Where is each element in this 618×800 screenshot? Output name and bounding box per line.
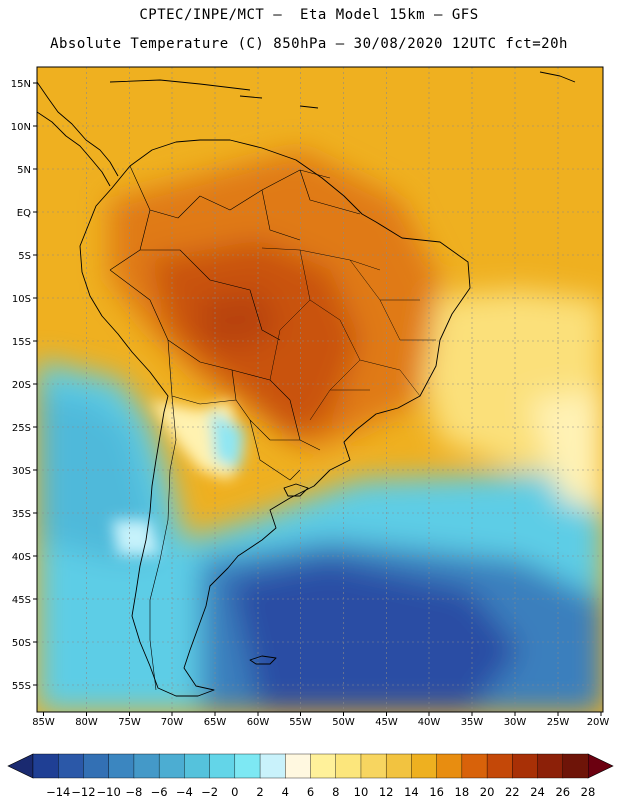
colorbar-label: 22 [505, 785, 520, 799]
colorbar-label: −2 [201, 785, 218, 799]
central-america-coastline [37, 81, 119, 187]
colorbar-label: −6 [151, 785, 168, 799]
colorbar-label: 12 [379, 785, 394, 799]
lon-label: 45W [375, 717, 398, 728]
colorbar-swatch [108, 753, 135, 779]
colorbar-label: 8 [332, 785, 339, 799]
chart-title-line-2: Absolute Temperature (C) 850hPa – 30/08/… [50, 36, 568, 52]
colorbar-label: 24 [530, 785, 545, 799]
coastlines-and-borders [37, 71, 576, 697]
lagoa-dos-patos [283, 483, 309, 497]
colorbar-label: 16 [429, 785, 444, 799]
colorbar-label: 26 [555, 785, 570, 799]
lon-label: 70W [161, 717, 184, 728]
lon-label: 40W [418, 717, 441, 728]
lat-tick-marks [33, 82, 37, 686]
colorbar-swatch [411, 753, 438, 779]
colorbar-label: 14 [404, 785, 419, 799]
colorbar-label: 0 [231, 785, 238, 799]
lon-label: 80W [75, 717, 98, 728]
lat-label: 10N [11, 122, 31, 133]
colorbar-swatch [436, 753, 463, 779]
lat-label: 50S [12, 638, 31, 649]
lon-label: 85W [32, 717, 55, 728]
lon-labels: 85W 80W 75W 70W 65W 60W 55W 50W 45W 40W … [32, 717, 609, 728]
lat-label: 15N [11, 79, 31, 90]
colorbar-swatch [32, 753, 59, 779]
lon-label: 35W [461, 717, 484, 728]
colorbar-swatch [234, 753, 261, 779]
lat-label: 5N [17, 165, 31, 176]
lon-label: 60W [247, 717, 270, 728]
lon-label: 50W [332, 717, 355, 728]
lon-label: 30W [504, 717, 527, 728]
colorbar-swatch [209, 753, 236, 779]
lon-label: 20W [587, 717, 610, 728]
colorbar-swatch [461, 753, 488, 779]
lat-label: 40S [12, 552, 31, 563]
colorbar-label: 10 [354, 785, 369, 799]
lat-label: EQ [17, 208, 31, 219]
lat-label: 45S [12, 595, 31, 606]
colorbar-label: 6 [307, 785, 314, 799]
colorbar-swatch [285, 753, 311, 779]
lat-label: 20S [12, 380, 31, 391]
lat-label: 5S [18, 251, 31, 262]
caribbean-islands [109, 71, 576, 109]
colorbar-swatch [335, 753, 362, 779]
brazil-state-borders [261, 247, 436, 421]
colorbar-swatch [259, 753, 286, 779]
falkland-islands [249, 655, 277, 665]
colorbar-swatch [83, 753, 110, 779]
lon-label: 75W [118, 717, 141, 728]
lat-label: 15S [12, 337, 31, 348]
colorbar-swatch [133, 753, 160, 779]
lat-label: 55S [12, 681, 31, 692]
colorbar-swatch [486, 753, 513, 779]
lat-label: 10S [12, 294, 31, 305]
south-america-coastline [79, 139, 471, 697]
colorbar-label: −4 [176, 785, 193, 799]
colorbar-swatch [360, 753, 387, 779]
colorbar-label: 28 [581, 785, 596, 799]
colorbar-swatch [512, 753, 539, 779]
chart-title-line-1: CPTEC/INPE/MCT – Eta Model 15km – GFS [139, 7, 479, 23]
colorbar-swatch [158, 753, 185, 779]
colorbar-swatch [385, 753, 412, 779]
colorbar-high-arrow [587, 753, 614, 779]
colorbar-label: −12 [71, 785, 95, 799]
lat-label: 30S [12, 466, 31, 477]
colorbar-label: −8 [125, 785, 142, 799]
map-frame [36, 66, 604, 713]
colorbar: −14 −12 −10 −8 −6 −4 −2 0 2 4 6 8 10 12 14 16 18 20 22 24 26… [7, 753, 614, 799]
colorbar-label: 20 [480, 785, 495, 799]
lat-label: 25S [12, 423, 31, 434]
colorbar-label: 18 [455, 785, 470, 799]
colorbar-label: 4 [282, 785, 289, 799]
lon-label: 55W [289, 717, 312, 728]
colorbar-swatch [310, 753, 337, 779]
temperature-field [37, 67, 603, 712]
colorbar-swatch [562, 753, 589, 779]
colorbar-swatch [184, 753, 211, 779]
colorbar-swatch [537, 753, 564, 779]
lat-label: 35S [12, 509, 31, 520]
country-borders [109, 165, 361, 691]
colorbar-swatch [58, 753, 84, 779]
lon-tick-marks [43, 712, 602, 716]
colorbar-label: −10 [97, 785, 121, 799]
colorbar-label: 2 [256, 785, 263, 799]
lon-label: 65W [204, 717, 227, 728]
colorbar-low-arrow [7, 753, 34, 779]
lon-label: 25W [547, 717, 570, 728]
colorbar-label: −14 [46, 785, 70, 799]
lat-labels: 15N 10N 5N EQ 5S 10S 15S 20S 25S 30S 35S… [11, 79, 31, 692]
